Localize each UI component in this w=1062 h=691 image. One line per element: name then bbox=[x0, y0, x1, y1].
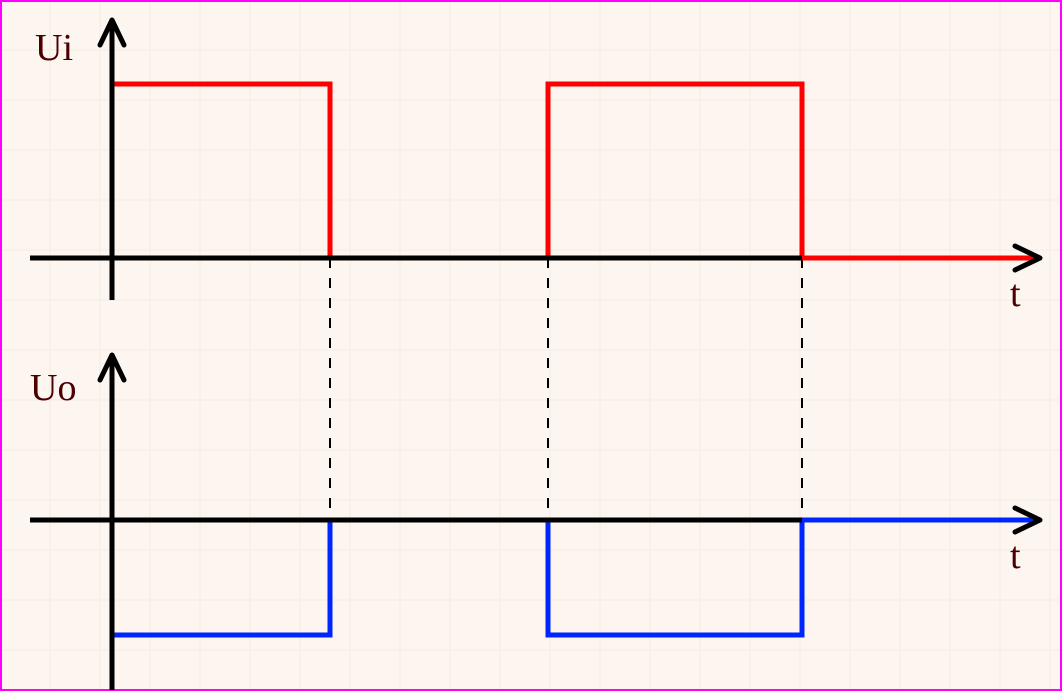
uo-y-label: Uo bbox=[30, 367, 76, 409]
uo-x-label: t bbox=[1010, 535, 1021, 577]
waveform-diagram: Ui t Uo t bbox=[0, 0, 1062, 691]
ui-y-label: Ui bbox=[35, 27, 73, 69]
diagram-container: Ui t Uo t bbox=[0, 0, 1062, 691]
ui-x-label: t bbox=[1010, 273, 1021, 315]
